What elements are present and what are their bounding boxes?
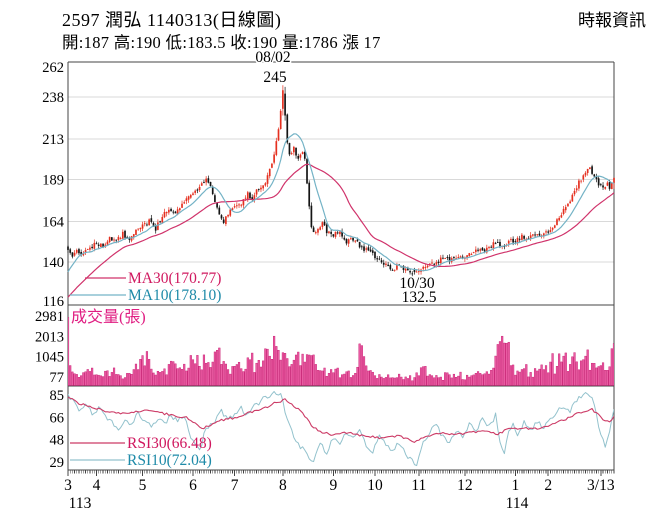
svg-text:213: 213 — [42, 132, 64, 148]
svg-text:2981: 2981 — [35, 309, 64, 325]
svg-text:8: 8 — [279, 477, 287, 494]
svg-text:4: 4 — [93, 477, 101, 494]
data-source-label: 時報資訊 — [578, 11, 646, 30]
svg-text:1: 1 — [511, 477, 519, 494]
quote-line: 開:187 高:190 低:183.5 收:190 量:1786 漲 17 — [62, 33, 381, 52]
ma-legend: MA30(170.77)MA10(178.10) — [70, 270, 221, 304]
volume-y-labels: 2981 2013 1045 77 — [35, 309, 64, 386]
svg-text:262: 262 — [42, 60, 64, 76]
rsi-legend: RSI30(66.48)RSI10(72.04) — [70, 435, 212, 469]
volume-title: 成交量(張) — [71, 308, 146, 326]
svg-text:1045: 1045 — [35, 350, 64, 366]
svg-text:164: 164 — [42, 215, 65, 231]
volume-bars — [68, 317, 614, 386]
svg-text:238: 238 — [42, 90, 64, 106]
svg-text:9: 9 — [329, 477, 337, 494]
svg-text:116: 116 — [43, 294, 64, 310]
svg-text:成交量(張): 成交量(張) — [71, 308, 146, 326]
svg-text:113: 113 — [69, 495, 92, 512]
ma30-legend-label: MA30(170.77) — [128, 270, 221, 287]
svg-text:140: 140 — [42, 255, 64, 271]
svg-text:77: 77 — [50, 370, 65, 386]
svg-text:3: 3 — [64, 477, 72, 494]
rsi-lines — [68, 391, 614, 467]
rsi-y-labels: 85 66 48 29 — [50, 388, 65, 471]
chart-title: 2597 潤弘 1140313(日線圖) — [62, 10, 282, 30]
svg-text:12: 12 — [457, 477, 473, 494]
annotation-label: 08/02 — [255, 49, 290, 66]
svg-text:7: 7 — [231, 477, 239, 494]
svg-text:6: 6 — [189, 477, 197, 494]
panel-frame — [67, 61, 615, 471]
svg-text:66: 66 — [50, 411, 65, 427]
svg-text:2013: 2013 — [35, 329, 64, 345]
ma-lines — [67, 133, 615, 298]
svg-text:114: 114 — [506, 495, 529, 512]
annotation-label: 132.5 — [402, 289, 437, 306]
svg-text:85: 85 — [50, 388, 65, 404]
svg-text:11: 11 — [411, 477, 426, 494]
svg-text:5: 5 — [139, 477, 147, 494]
svg-text:2: 2 — [544, 477, 552, 494]
gridlines — [68, 96, 614, 263]
x-axis-ticks — [67, 470, 615, 476]
candlesticks — [67, 85, 615, 277]
annotation-label: 10/30 — [399, 275, 435, 292]
svg-text:29: 29 — [50, 455, 65, 471]
price-y-labels: 262 238 213 189 164 140 116 — [42, 60, 65, 310]
svg-text:3/13: 3/13 — [587, 477, 615, 494]
svg-text:189: 189 — [42, 172, 64, 188]
rsi10-legend-label: RSI10(72.04) — [127, 452, 212, 469]
svg-text:48: 48 — [50, 432, 65, 448]
rsi30-legend-label: RSI30(66.48) — [127, 435, 212, 452]
header-row: 2597 潤弘 1140313(日線圖) 時報資訊 — [0, 6, 656, 32]
annotation-label: 245 — [263, 69, 287, 86]
svg-text:10: 10 — [367, 477, 383, 494]
ma10-legend-label: MA10(178.10) — [128, 287, 221, 304]
